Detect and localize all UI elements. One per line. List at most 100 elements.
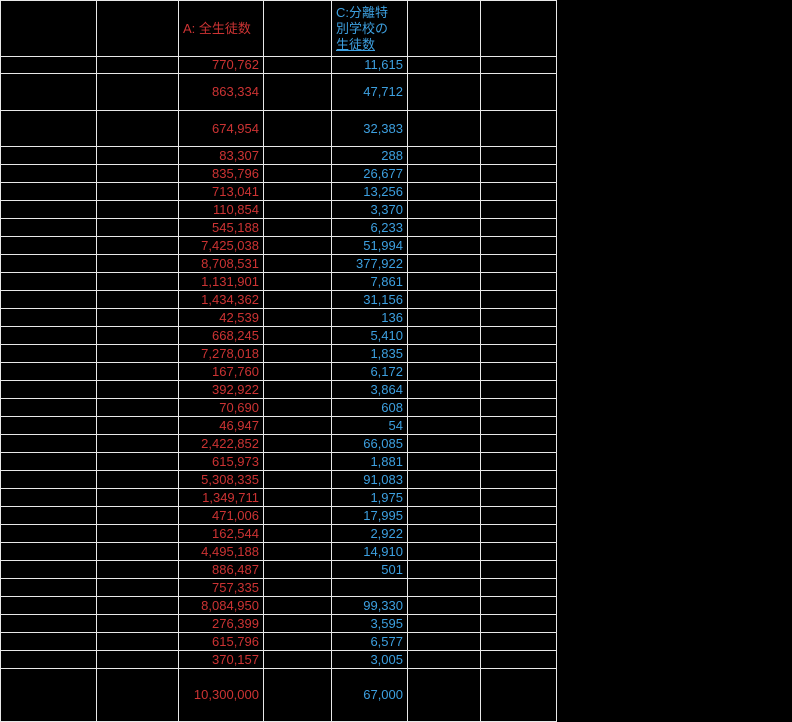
cell-empty[interactable] bbox=[0, 560, 97, 579]
cell-total-students[interactable]: 770,762 bbox=[178, 56, 264, 74]
cell-empty[interactable] bbox=[263, 488, 332, 507]
cell-empty[interactable] bbox=[263, 56, 332, 74]
cell-empty[interactable] bbox=[407, 344, 481, 363]
cell-empty[interactable] bbox=[96, 524, 179, 543]
cell-empty[interactable] bbox=[480, 434, 557, 453]
cell-empty[interactable] bbox=[263, 398, 332, 417]
cell-empty[interactable] bbox=[0, 182, 97, 201]
cell-empty[interactable] bbox=[407, 398, 481, 417]
cell-empty[interactable] bbox=[407, 272, 481, 291]
cell-total-students[interactable]: 863,334 bbox=[178, 73, 264, 111]
cell-empty[interactable] bbox=[407, 164, 481, 183]
cell-empty[interactable] bbox=[480, 0, 557, 57]
cell-empty[interactable] bbox=[480, 290, 557, 309]
cell-empty[interactable] bbox=[96, 614, 179, 633]
cell-total-students[interactable]: 167,760 bbox=[178, 362, 264, 381]
cell-separate-students[interactable]: 288 bbox=[331, 146, 408, 165]
cell-total-students[interactable]: 668,245 bbox=[178, 326, 264, 345]
cell-empty[interactable] bbox=[96, 56, 179, 74]
cell-total-students[interactable]: 110,854 bbox=[178, 200, 264, 219]
cell-separate-students[interactable]: 54 bbox=[331, 416, 408, 435]
cell-separate-students[interactable]: 31,156 bbox=[331, 290, 408, 309]
cell-empty[interactable] bbox=[407, 542, 481, 561]
cell-empty[interactable] bbox=[0, 164, 97, 183]
cell-empty[interactable] bbox=[263, 164, 332, 183]
cell-empty[interactable] bbox=[0, 236, 97, 255]
cell-empty[interactable] bbox=[96, 632, 179, 651]
cell-empty[interactable] bbox=[96, 344, 179, 363]
cell-empty[interactable] bbox=[480, 146, 557, 165]
cell-empty[interactable] bbox=[480, 668, 557, 722]
cell-empty[interactable] bbox=[263, 578, 332, 597]
cell-total-students[interactable]: 370,157 bbox=[178, 650, 264, 669]
cell-empty[interactable] bbox=[96, 218, 179, 237]
cell-total-students[interactable]: 886,487 bbox=[178, 560, 264, 579]
cell-empty[interactable] bbox=[407, 470, 481, 489]
cell-empty[interactable] bbox=[263, 254, 332, 273]
cell-empty[interactable] bbox=[96, 362, 179, 381]
cell-separate-students[interactable]: 1,975 bbox=[331, 488, 408, 507]
cell-empty[interactable] bbox=[96, 272, 179, 291]
cell-total-students[interactable]: 713,041 bbox=[178, 182, 264, 201]
cell-empty[interactable] bbox=[96, 650, 179, 669]
cell-empty[interactable] bbox=[480, 506, 557, 525]
cell-empty[interactable] bbox=[96, 668, 179, 722]
cell-empty[interactable] bbox=[263, 236, 332, 255]
cell-empty[interactable] bbox=[407, 650, 481, 669]
cell-empty[interactable] bbox=[96, 290, 179, 309]
cell-total-students[interactable]: 1,349,711 bbox=[178, 488, 264, 507]
cell-empty[interactable] bbox=[480, 164, 557, 183]
cell-total-students[interactable]: 70,690 bbox=[178, 398, 264, 417]
cell-total-students[interactable]: 8,708,531 bbox=[178, 254, 264, 273]
cell-empty[interactable] bbox=[0, 650, 97, 669]
cell-empty[interactable] bbox=[0, 614, 97, 633]
cell-empty[interactable] bbox=[480, 632, 557, 651]
cell-empty[interactable] bbox=[0, 272, 97, 291]
cell-total-students[interactable]: 545,188 bbox=[178, 218, 264, 237]
cell-separate-students[interactable]: 14,910 bbox=[331, 542, 408, 561]
cell-empty[interactable] bbox=[407, 56, 481, 74]
cell-empty[interactable] bbox=[0, 326, 97, 345]
cell-empty[interactable] bbox=[263, 470, 332, 489]
cell-separate-students[interactable]: 13,256 bbox=[331, 182, 408, 201]
cell-empty[interactable] bbox=[407, 452, 481, 471]
cell-empty[interactable] bbox=[0, 380, 97, 399]
cell-total-students[interactable]: 276,399 bbox=[178, 614, 264, 633]
cell-empty[interactable] bbox=[0, 362, 97, 381]
cell-empty[interactable] bbox=[480, 218, 557, 237]
header-separate-school-students[interactable]: C:分離特 別学校の 生徒数 bbox=[331, 0, 408, 57]
cell-empty[interactable] bbox=[407, 73, 481, 111]
cell-separate-students[interactable]: 501 bbox=[331, 560, 408, 579]
cell-total-students-sum[interactable]: 10,300,000 bbox=[178, 668, 264, 722]
cell-empty[interactable] bbox=[96, 110, 179, 147]
cell-empty[interactable] bbox=[0, 0, 97, 57]
cell-empty[interactable] bbox=[407, 632, 481, 651]
cell-empty[interactable] bbox=[407, 200, 481, 219]
cell-empty[interactable] bbox=[0, 632, 97, 651]
cell-total-students[interactable]: 7,425,038 bbox=[178, 236, 264, 255]
cell-empty[interactable] bbox=[96, 146, 179, 165]
cell-empty[interactable] bbox=[0, 146, 97, 165]
cell-total-students[interactable]: 615,973 bbox=[178, 452, 264, 471]
cell-empty[interactable] bbox=[263, 506, 332, 525]
cell-empty[interactable] bbox=[480, 110, 557, 147]
cell-empty[interactable] bbox=[0, 110, 97, 147]
cell-empty[interactable] bbox=[407, 290, 481, 309]
cell-empty[interactable] bbox=[480, 578, 557, 597]
cell-total-students[interactable]: 471,006 bbox=[178, 506, 264, 525]
cell-empty[interactable] bbox=[480, 254, 557, 273]
cell-separate-students[interactable]: 6,172 bbox=[331, 362, 408, 381]
cell-empty[interactable] bbox=[96, 182, 179, 201]
cell-empty[interactable] bbox=[0, 398, 97, 417]
cell-separate-students[interactable]: 3,005 bbox=[331, 650, 408, 669]
cell-empty[interactable] bbox=[480, 362, 557, 381]
cell-separate-students[interactable]: 32,383 bbox=[331, 110, 408, 147]
cell-empty[interactable] bbox=[480, 56, 557, 74]
cell-empty[interactable] bbox=[480, 614, 557, 633]
cell-separate-students[interactable]: 11,615 bbox=[331, 56, 408, 74]
cell-empty[interactable] bbox=[0, 308, 97, 327]
cell-empty[interactable] bbox=[96, 398, 179, 417]
cell-empty[interactable] bbox=[480, 398, 557, 417]
cell-empty[interactable] bbox=[480, 560, 557, 579]
cell-empty[interactable] bbox=[407, 308, 481, 327]
